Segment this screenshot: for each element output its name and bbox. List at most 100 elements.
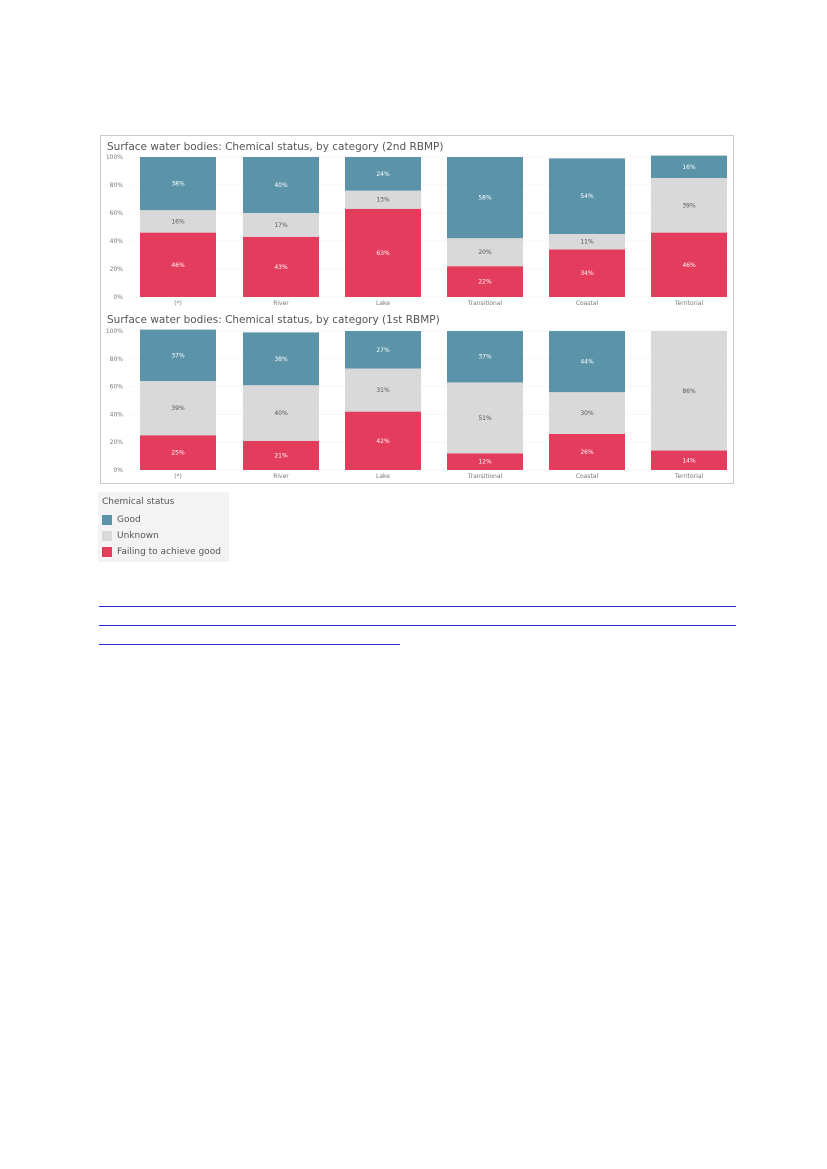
chart2-data-label-territorial-failing-to-achieve-good: 14% xyxy=(682,457,696,464)
chart1-ytick-100: 100% xyxy=(106,154,123,161)
chart2-title: Surface water bodies: Chemical status, b… xyxy=(107,314,440,326)
chart1-xtick-river: River xyxy=(273,300,289,307)
chart2-ytick-100: 100% xyxy=(106,328,123,335)
chart1-bar-coastal-good xyxy=(549,158,625,234)
chart1-data-label--unknown: 16% xyxy=(171,218,185,225)
chart1-bar-river-unknown xyxy=(243,213,319,237)
chart1-bar-lake-good xyxy=(345,157,421,191)
chart2-bar-lake-failing-to-achieve-good xyxy=(345,411,421,470)
chart2-bar-transitional-failing-to-achieve-good xyxy=(447,453,523,470)
chart2-xtick-coastal: Coastal xyxy=(576,473,599,480)
chart1-data-label-lake-failing-to-achieve-good: 63% xyxy=(376,250,390,257)
legend-title: Chemical status xyxy=(102,497,175,507)
chart1-data-label-river-failing-to-achieve-good: 43% xyxy=(274,264,288,271)
chart2-xtick-: (*) xyxy=(174,473,182,480)
chart1-data-label-coastal-good: 54% xyxy=(580,193,594,200)
legend-label-failing: Failing to achieve good xyxy=(117,547,221,557)
chart1-data-label-coastal-failing-to-achieve-good: 34% xyxy=(580,270,594,277)
chart1-data-label-river-unknown: 17% xyxy=(274,222,288,229)
chart1-bar-territorial-failing-to-achieve-good xyxy=(651,232,727,297)
chart2-data-label-lake-good: 27% xyxy=(376,347,390,354)
legend-swatch-good xyxy=(102,515,112,525)
chart1-bar-lake-unknown xyxy=(345,190,421,209)
chart2-data-label-river-unknown: 40% xyxy=(274,410,288,417)
chart2-bar-lake-unknown xyxy=(345,368,421,412)
chart2-bar--failing-to-achieve-good xyxy=(140,435,216,470)
chart2-ytick-20: 20% xyxy=(110,439,124,446)
chart2-data-label--good: 37% xyxy=(171,352,185,359)
chart1-bar--good xyxy=(140,157,216,211)
chart2-bar-territorial-failing-to-achieve-good xyxy=(651,450,727,470)
chart2-data-label-coastal-unknown: 30% xyxy=(580,410,594,417)
chart1-data-label-coastal-unknown: 11% xyxy=(580,239,594,246)
chart2-xtick-territorial: Territorial xyxy=(674,473,704,480)
chart1-title: Surface water bodies: Chemical status, b… xyxy=(107,141,443,153)
chart1-data-label--failing-to-achieve-good: 46% xyxy=(171,262,185,269)
chart2-data-label-lake-failing-to-achieve-good: 42% xyxy=(376,438,390,445)
chart1-bar-river-failing-to-achieve-good xyxy=(243,236,319,297)
chart1-data-label--good: 38% xyxy=(171,181,185,188)
hyperlink-underline-1[interactable] xyxy=(99,606,736,607)
chart2-bar-coastal-unknown xyxy=(549,392,625,434)
chart2-xtick-river: River xyxy=(273,473,289,480)
chart1-bar--failing-to-achieve-good xyxy=(140,232,216,297)
hyperlink-underline-3[interactable] xyxy=(99,644,400,645)
chart2-xtick-transitional: Transitional xyxy=(467,473,503,480)
hyperlink-underline-2[interactable] xyxy=(99,625,736,626)
chart1-data-label-river-good: 40% xyxy=(274,182,288,189)
chart2-bar-lake-good xyxy=(345,331,421,369)
chart2-data-label-river-failing-to-achieve-good: 21% xyxy=(274,452,288,459)
chart1-bar-river-good xyxy=(243,157,319,213)
chart1-data-label-territorial-good: 16% xyxy=(682,164,696,171)
chart2-data-label-coastal-failing-to-achieve-good: 26% xyxy=(580,449,594,456)
chart2-data-label-river-good: 38% xyxy=(274,356,288,363)
chart2-ytick-40: 40% xyxy=(110,411,124,418)
legend-swatch-failing xyxy=(102,547,112,557)
chart2-data-label-transitional-good: 37% xyxy=(478,354,492,361)
legend-item-good: Good xyxy=(102,512,229,528)
chart2-bar-river-good xyxy=(243,332,319,386)
chart1-data-label-territorial-failing-to-achieve-good: 46% xyxy=(682,262,696,269)
chart1-bar-coastal-unknown xyxy=(549,234,625,250)
chart2-ytick-80: 80% xyxy=(110,356,124,363)
legend: Chemical status Good Unknown Failing to … xyxy=(98,492,229,562)
chart1-data-label-transitional-unknown: 20% xyxy=(478,249,492,256)
chart1-xtick-transitional: Transitional xyxy=(467,300,503,307)
chart2-data-label-lake-unknown: 31% xyxy=(376,387,390,394)
legend-label-good: Good xyxy=(117,515,141,525)
chart2-bar-coastal-good xyxy=(549,331,625,393)
chart1-data-label-transitional-good: 58% xyxy=(478,195,492,202)
chart-figure: Surface water bodies: Chemical status, b… xyxy=(100,135,734,484)
legend-label-unknown: Unknown xyxy=(117,531,159,541)
chart1-bar-coastal-failing-to-achieve-good xyxy=(549,249,625,297)
chart2-data-label-transitional-unknown: 51% xyxy=(478,415,492,422)
chart1-xtick-: (*) xyxy=(174,300,182,307)
chart2-bar-transitional-unknown xyxy=(447,382,523,454)
chart2-bar-coastal-failing-to-achieve-good xyxy=(549,433,625,470)
chart2-bar-river-unknown xyxy=(243,385,319,441)
chart2-data-label-coastal-good: 44% xyxy=(580,359,594,366)
chart1-bar-transitional-good xyxy=(447,157,523,239)
chart1-bar-territorial-unknown xyxy=(651,178,727,233)
chart1-data-label-territorial-unknown: 39% xyxy=(682,202,696,209)
chart2-ytick-60: 60% xyxy=(110,384,124,391)
chart1-bar-transitional-unknown xyxy=(447,238,523,267)
chart2-data-label--failing-to-achieve-good: 25% xyxy=(171,450,185,457)
legend-swatch-unknown xyxy=(102,531,112,541)
chart2-data-label-territorial-unknown: 86% xyxy=(682,388,696,395)
chart1-ytick-60: 60% xyxy=(110,210,124,217)
chart1-bar--unknown xyxy=(140,210,216,233)
chart1-bar-lake-failing-to-achieve-good xyxy=(345,208,421,297)
chart1-xtick-territorial: Territorial xyxy=(674,300,704,307)
chart1-ytick-0: 0% xyxy=(113,294,123,301)
legend-item-unknown: Unknown xyxy=(102,528,229,544)
chart1-ytick-80: 80% xyxy=(110,182,124,189)
chart1-bar-territorial-good xyxy=(651,155,727,178)
chart2-data-label--unknown: 39% xyxy=(171,405,185,412)
chart2-bar-territorial-unknown xyxy=(651,331,727,451)
chart2-bar-river-failing-to-achieve-good xyxy=(243,440,319,470)
chart1-xtick-coastal: Coastal xyxy=(576,300,599,307)
chart2-data-label-transitional-failing-to-achieve-good: 12% xyxy=(478,459,492,466)
chart1-data-label-lake-good: 24% xyxy=(376,171,390,178)
chart1-ytick-40: 40% xyxy=(110,238,124,245)
